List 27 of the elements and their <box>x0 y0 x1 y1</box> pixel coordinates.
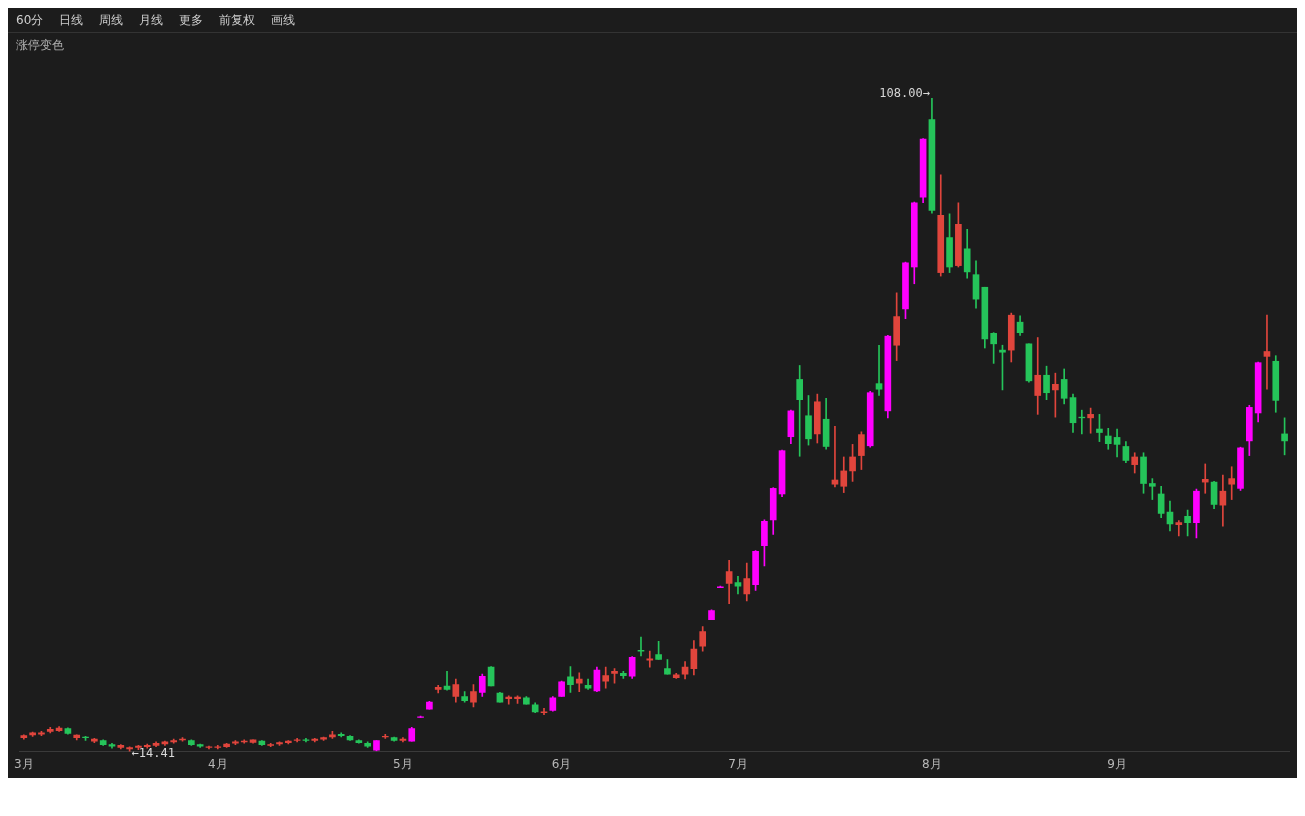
x-tick-label: 9月 <box>1107 756 1127 771</box>
text: 更多 <box>179 11 204 29</box>
text: 画线 <box>271 11 296 29</box>
candlestick <box>646 650 654 668</box>
x-tick-label: 3月 <box>14 756 34 771</box>
x-tick-label: 4月 <box>207 756 228 771</box>
text: 60分 <box>16 11 44 29</box>
candlestick <box>575 672 583 692</box>
candlestick <box>875 344 883 396</box>
candlestick <box>1228 466 1236 500</box>
text: 周线 <box>99 11 124 29</box>
candlestick <box>1175 520 1183 537</box>
x-tick-label: 8月 <box>922 756 942 771</box>
text: 月线 <box>139 11 164 29</box>
chart-subtitle: 涨停变色 <box>15 37 65 54</box>
annotation: 108.00→ <box>879 86 930 101</box>
candlestick <box>1263 314 1271 390</box>
annotation: ←14.41 <box>131 745 175 760</box>
text: 日线 <box>59 11 84 29</box>
candlestick <box>831 425 839 488</box>
candlestick <box>1201 463 1209 494</box>
text: 前复权 <box>219 11 256 29</box>
x-tick-label: 6月 <box>551 756 572 771</box>
x-tick-label: 7月 <box>728 756 748 771</box>
candlestick <box>796 365 804 457</box>
x-tick-label: 5月 <box>393 756 413 771</box>
candlestick <box>505 695 513 705</box>
